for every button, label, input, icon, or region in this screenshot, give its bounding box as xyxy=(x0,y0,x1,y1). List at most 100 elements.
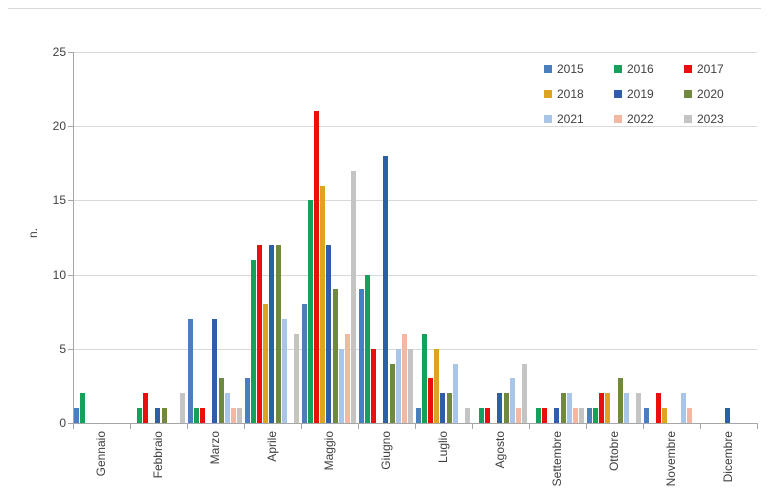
x-tick-mark xyxy=(73,424,74,429)
legend-label-2022: 2022 xyxy=(627,111,654,126)
bar-2019-marzo xyxy=(212,319,218,423)
x-axis-label-aprile: Aprile xyxy=(264,431,279,462)
bar-2021-novembre xyxy=(680,393,686,423)
bar-2016-marzo xyxy=(194,408,200,423)
x-axis-label-giugno: Giugno xyxy=(378,431,393,470)
bar-2017-settembre xyxy=(542,408,548,423)
x-axis-label-settembre: Settembre xyxy=(549,431,564,487)
bar-2019-maggio xyxy=(326,244,332,423)
x-tick-mark xyxy=(187,424,188,429)
bar-2019-giugno xyxy=(383,155,389,423)
bar-2020-luglio xyxy=(446,393,452,423)
legend-item-2015: 2015 xyxy=(544,56,614,81)
bar-2017-aprile xyxy=(257,244,263,423)
bar-2017-ottobre xyxy=(599,393,605,423)
bar-2020-febbraio xyxy=(161,408,167,423)
bar-2015-marzo xyxy=(188,319,193,423)
x-tick-mark xyxy=(130,424,131,429)
x-axis-line xyxy=(73,423,758,424)
y-tick-mark xyxy=(68,274,73,276)
y-axis-line xyxy=(73,52,74,423)
x-tick-mark xyxy=(472,424,473,429)
legend-swatch-2021 xyxy=(544,114,552,123)
bar-2022-agosto xyxy=(515,408,521,423)
bar-2017-agosto xyxy=(485,408,491,423)
bar-2017-febbraio xyxy=(143,393,149,423)
legend-swatch-2020 xyxy=(684,89,692,98)
x-axis-label-maggio: Maggio xyxy=(321,431,336,471)
bar-2023-aprile xyxy=(293,333,299,423)
legend-label-2018: 2018 xyxy=(557,86,584,101)
x-tick-mark xyxy=(757,424,758,429)
y-tick-mark xyxy=(68,52,73,53)
bar-2018-luglio xyxy=(434,348,440,423)
bar-2017-giugno xyxy=(371,348,377,423)
bar-2017-luglio xyxy=(428,378,434,423)
bar-2021-settembre xyxy=(566,393,572,423)
legend-item-2019: 2019 xyxy=(614,81,684,106)
y-tick-label: 25 xyxy=(52,45,66,59)
legend-swatch-2023 xyxy=(684,114,692,123)
bar-2016-aprile xyxy=(251,259,257,423)
legend-item-2018: 2018 xyxy=(544,81,614,106)
bar-2020-giugno xyxy=(389,363,395,423)
legend-label-2015: 2015 xyxy=(557,61,584,76)
legend-label-2021: 2021 xyxy=(557,111,584,126)
legend-swatch-2016 xyxy=(614,64,622,73)
bar-2018-ottobre xyxy=(605,393,611,423)
bar-2023-giugno xyxy=(407,348,413,423)
legend-item-2017: 2017 xyxy=(684,56,754,81)
x-tick-mark xyxy=(643,424,644,429)
bar-2020-agosto xyxy=(503,393,509,423)
bar-2016-giugno xyxy=(365,274,371,423)
legend-label-2016: 2016 xyxy=(627,61,654,76)
bar-2015-maggio xyxy=(302,304,307,423)
y-tick-mark xyxy=(68,200,73,202)
bar-2020-maggio xyxy=(332,289,338,423)
x-axis-label-gennaio: Gennaio xyxy=(93,431,108,477)
legend-label-2017: 2017 xyxy=(697,61,724,76)
x-tick-mark xyxy=(244,424,245,429)
x-axis-label-ottobre: Ottobre xyxy=(606,431,621,472)
bar-2023-febbraio xyxy=(179,393,185,423)
legend-swatch-2018 xyxy=(544,89,552,98)
bar-2022-maggio xyxy=(344,333,350,423)
bar-2021-aprile xyxy=(281,319,287,423)
x-axis-label-dicembre: Dicembre xyxy=(720,431,735,483)
y-tick-mark xyxy=(68,126,73,128)
bar-2016-gennaio xyxy=(80,393,86,423)
bar-2020-settembre xyxy=(560,393,566,423)
bar-2019-aprile xyxy=(269,244,275,423)
bar-2015-novembre xyxy=(644,408,649,423)
bar-2021-giugno xyxy=(395,348,401,423)
bar-2016-ottobre xyxy=(593,408,599,423)
gridline-y-5 xyxy=(73,348,757,350)
bar-2016-maggio xyxy=(308,200,314,423)
bar-2015-aprile xyxy=(245,378,250,423)
bar-2015-luglio xyxy=(416,408,421,423)
x-axis-label-novembre: Novembre xyxy=(663,431,678,487)
y-tick-label: 20 xyxy=(52,119,66,134)
y-tick-label: 10 xyxy=(52,267,66,282)
x-tick-mark xyxy=(586,424,587,429)
x-tick-mark xyxy=(700,424,701,429)
x-axis-label-febbraio: Febbraio xyxy=(150,431,165,479)
bar-2019-agosto xyxy=(497,393,503,423)
bar-2022-giugno xyxy=(401,333,407,423)
bar-2016-febbraio xyxy=(137,408,143,423)
bar-2023-marzo xyxy=(236,408,242,423)
bar-2023-maggio xyxy=(350,170,356,423)
bar-2019-luglio xyxy=(440,393,446,423)
x-tick-mark xyxy=(301,424,302,429)
y-axis-title: n. xyxy=(26,228,40,239)
bar-2023-agosto xyxy=(521,363,527,423)
bar-2022-novembre xyxy=(686,408,692,423)
y-tick-label: 15 xyxy=(52,193,66,208)
legend-swatch-2015 xyxy=(544,64,552,73)
bar-2021-maggio xyxy=(338,348,344,423)
gridline-y-15 xyxy=(73,200,757,202)
bar-2015-ottobre xyxy=(587,408,592,423)
bar-2020-ottobre xyxy=(617,378,623,423)
legend-swatch-2022 xyxy=(614,114,622,123)
bar-2015-giugno xyxy=(359,289,364,423)
